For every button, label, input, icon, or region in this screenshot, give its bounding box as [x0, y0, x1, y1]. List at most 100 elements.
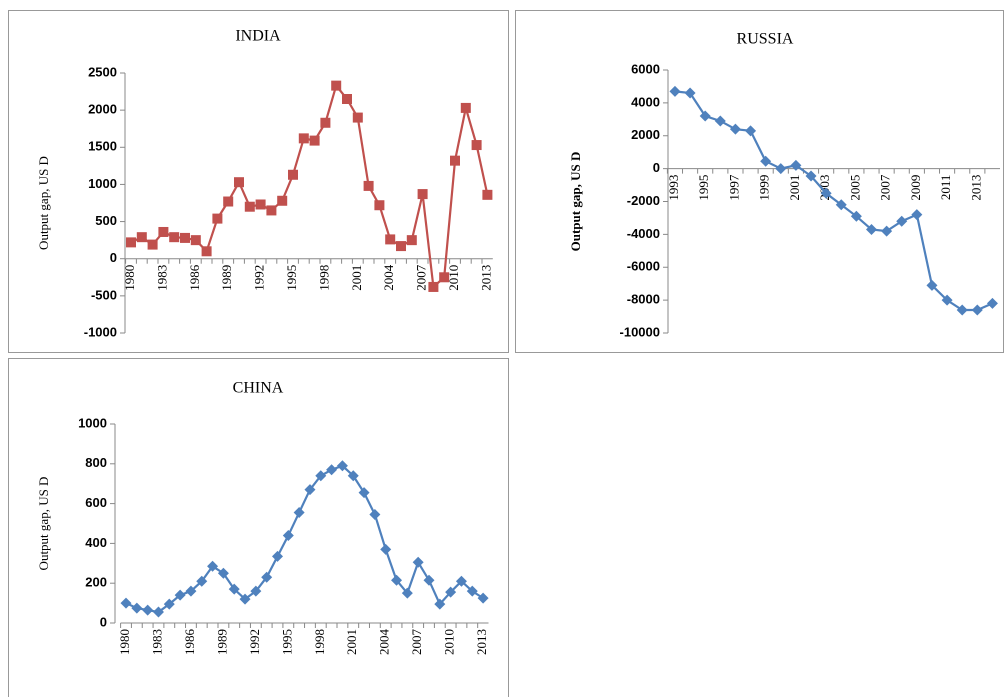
x-tick-label: 2007 — [878, 174, 893, 201]
panel — [515, 10, 1004, 353]
marker — [455, 575, 467, 587]
marker — [261, 571, 273, 583]
marker — [401, 587, 413, 599]
y-tick-label: -10000 — [620, 324, 660, 339]
marker — [790, 159, 802, 171]
marker — [255, 199, 266, 210]
y-tick-label: 0 — [653, 160, 660, 175]
y-tick-label: 0 — [100, 614, 107, 629]
marker — [126, 237, 136, 248]
marker — [158, 226, 169, 237]
y-axis-label: Output gap, US D — [568, 152, 583, 252]
marker — [471, 140, 482, 151]
x-tick-label: 1993 — [666, 175, 681, 201]
y-tick-label: 2000 — [88, 102, 117, 117]
marker — [190, 235, 201, 246]
y-tick-label: 4000 — [631, 94, 660, 109]
marker — [120, 597, 132, 609]
marker — [228, 583, 240, 595]
marker — [358, 487, 370, 499]
marker — [926, 279, 938, 291]
chart-title: RUSSIA — [737, 31, 794, 48]
x-tick-label: 1992 — [252, 265, 267, 291]
x-tick-label: 2010 — [446, 265, 461, 291]
marker — [163, 598, 175, 610]
x-tick-label: 1980 — [122, 265, 137, 291]
marker — [805, 170, 817, 182]
marker — [391, 574, 403, 586]
x-tick-label: 2007 — [409, 629, 424, 656]
y-tick-label: -500 — [91, 287, 117, 302]
data-line — [130, 83, 489, 290]
marker — [482, 189, 493, 200]
marker — [282, 529, 294, 541]
y-tick-label: 2500 — [88, 64, 117, 79]
marker — [212, 213, 223, 224]
marker — [277, 195, 288, 206]
y-axis-label: Output gap, US D — [36, 477, 51, 571]
marker — [174, 589, 186, 601]
data-line — [125, 464, 484, 614]
marker — [380, 543, 392, 555]
x-tick-label: 1995 — [696, 175, 711, 201]
x-tick-label: 1983 — [154, 265, 169, 291]
x-tick-label: 1995 — [279, 629, 294, 655]
marker — [180, 232, 190, 243]
marker — [896, 215, 908, 227]
x-tick-label: 2007 — [414, 264, 429, 291]
x-tick-label: 1998 — [312, 629, 327, 655]
x-tick-label: 1986 — [182, 629, 197, 656]
y-tick-label: 1000 — [88, 176, 117, 191]
marker — [466, 585, 478, 597]
marker — [309, 135, 320, 146]
y-axis-label: Output gap, US D — [36, 156, 51, 250]
marker — [369, 509, 381, 521]
x-tick-label: 2005 — [847, 175, 862, 201]
x-tick-label: 1999 — [757, 175, 772, 201]
marker — [406, 235, 417, 246]
marker — [865, 223, 877, 235]
data-line — [674, 90, 993, 312]
x-tick-label: 1998 — [316, 265, 331, 291]
marker — [185, 585, 197, 597]
marker — [669, 85, 681, 97]
marker — [460, 102, 471, 113]
marker — [239, 593, 251, 605]
marker — [986, 297, 998, 309]
x-tick-label: 2011 — [938, 175, 953, 201]
marker — [326, 464, 338, 476]
marker — [745, 125, 757, 137]
x-tick-label: 1997 — [726, 174, 741, 201]
y-tick-label: -1000 — [84, 324, 117, 339]
marker — [699, 110, 711, 122]
x-tick-label: 2004 — [381, 264, 396, 291]
x-tick-label: 1995 — [284, 265, 299, 291]
marker — [347, 470, 359, 482]
marker — [412, 556, 424, 568]
x-tick-label: 2013 — [474, 629, 489, 655]
marker — [250, 585, 262, 597]
marker — [714, 115, 726, 127]
marker — [396, 241, 406, 252]
marker — [152, 606, 164, 618]
x-tick-label: 1989 — [214, 629, 229, 655]
marker — [336, 460, 348, 472]
y-tick-label: -8000 — [627, 292, 660, 307]
x-tick-label: 2001 — [344, 629, 359, 655]
marker — [142, 604, 154, 616]
y-tick-label: 1000 — [78, 415, 107, 430]
marker — [374, 200, 385, 211]
x-tick-label: 2013 — [968, 175, 983, 201]
marker — [147, 239, 158, 250]
panel — [8, 358, 509, 697]
marker — [244, 201, 255, 212]
y-tick-label: 1500 — [88, 139, 117, 154]
marker — [971, 304, 983, 316]
y-tick-label: 2000 — [631, 127, 660, 142]
marker — [417, 189, 428, 200]
x-tick-label: 2013 — [478, 265, 493, 291]
y-tick-label: -6000 — [627, 259, 660, 274]
x-tick-label: 1992 — [247, 629, 262, 655]
marker — [315, 470, 327, 482]
marker — [217, 567, 229, 579]
